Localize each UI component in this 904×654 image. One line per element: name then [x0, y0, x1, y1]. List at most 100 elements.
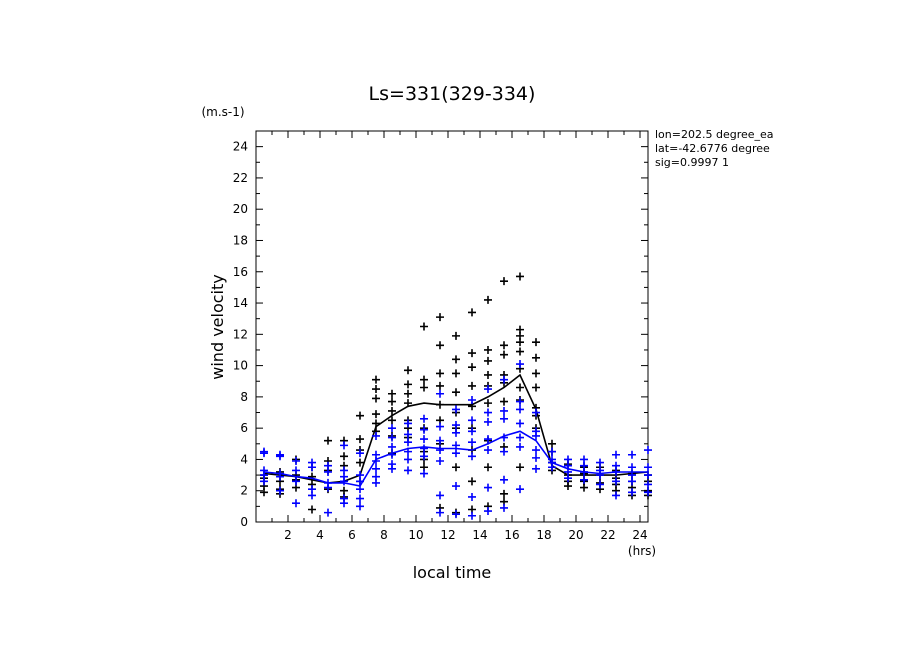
data-point: [372, 431, 380, 440]
data-point: [628, 463, 636, 472]
data-point: [452, 369, 460, 378]
data-point: [516, 272, 524, 281]
data-point: [372, 375, 380, 384]
data-point: [308, 505, 316, 514]
data-point: [308, 463, 316, 472]
data-point: [436, 446, 444, 455]
data-point: [596, 480, 604, 489]
data-point: [468, 452, 476, 461]
data-point: [436, 381, 444, 390]
data-point: [644, 480, 652, 489]
data-point: [452, 463, 460, 472]
data-point: [532, 383, 540, 392]
data-point: [260, 488, 268, 497]
data-point: [372, 464, 380, 473]
data-point: [628, 488, 636, 497]
data-point: [580, 475, 588, 484]
data-point: [324, 483, 332, 492]
data-point: [372, 394, 380, 403]
data-point: [356, 494, 364, 503]
data-point: [644, 488, 652, 497]
data-point: [484, 483, 492, 492]
y-axis-unit: (m.s-1): [201, 105, 244, 119]
data-point: [452, 510, 460, 519]
data-point: [484, 435, 492, 444]
data-point: [452, 331, 460, 340]
data-point: [452, 482, 460, 491]
data-point: [580, 483, 588, 492]
data-point: [436, 436, 444, 445]
data-point: [484, 463, 492, 472]
data-point: [420, 425, 428, 434]
data-point: [372, 385, 380, 394]
data-point: [596, 458, 604, 467]
data-point: [404, 366, 412, 375]
y-tick-label: 20: [233, 202, 248, 216]
x-tick-label: 16: [504, 528, 519, 542]
data-point: [484, 370, 492, 379]
data-point: [404, 430, 412, 439]
data-point: [484, 417, 492, 426]
data-point: [468, 363, 476, 372]
data-point: [452, 355, 460, 364]
y-tick-label: 4: [240, 452, 248, 466]
data-point: [436, 508, 444, 517]
data-point: [500, 489, 508, 498]
data-point: [356, 435, 364, 444]
data-point: [644, 463, 652, 472]
data-point: [532, 453, 540, 462]
y-tick-label: 12: [233, 327, 248, 341]
data-point: [468, 438, 476, 447]
data-point: [404, 419, 412, 428]
data-point: [420, 452, 428, 461]
data-point: [532, 408, 540, 417]
x-tick-label: 18: [536, 528, 551, 542]
data-point: [292, 477, 300, 486]
data-point: [436, 422, 444, 431]
data-point: [564, 482, 572, 491]
data-point: [532, 446, 540, 455]
data-point: [644, 446, 652, 455]
data-point: [292, 457, 300, 466]
data-point: [404, 455, 412, 464]
data-point: [420, 414, 428, 423]
data-point: [500, 350, 508, 359]
data-point: [436, 341, 444, 350]
data-point: [372, 457, 380, 466]
data-point: [452, 428, 460, 437]
y-tick-label: 22: [233, 171, 248, 185]
info-line-sig: sig=0.9997 1: [655, 156, 729, 169]
data-point: [356, 502, 364, 511]
data-point: [484, 399, 492, 408]
data-point: [420, 444, 428, 453]
data-point: [500, 414, 508, 423]
data-point: [548, 463, 556, 472]
data-point: [516, 360, 524, 369]
data-point: [324, 436, 332, 445]
data-point: [420, 435, 428, 444]
data-point: [468, 381, 476, 390]
data-point: [500, 475, 508, 484]
data-point: [516, 463, 524, 472]
data-point: [628, 450, 636, 459]
data-point: [356, 458, 364, 467]
data-point: [452, 405, 460, 414]
data-point: [404, 438, 412, 447]
data-point: [516, 338, 524, 347]
data-point: [388, 406, 396, 415]
data-point: [628, 477, 636, 486]
x-tick-label: 4: [316, 528, 324, 542]
data-point: [468, 308, 476, 317]
y-tick-label: 0: [240, 515, 248, 529]
data-point: [532, 353, 540, 362]
data-point: [548, 447, 556, 456]
data-point: [276, 452, 284, 461]
data-point: [484, 345, 492, 354]
x-tick-label: 24: [632, 528, 647, 542]
data-point: [388, 424, 396, 433]
data-point: [532, 464, 540, 473]
data-point: [516, 397, 524, 406]
chart-title: Ls=331(329-334): [369, 83, 536, 105]
y-tick-label: 24: [233, 140, 248, 154]
